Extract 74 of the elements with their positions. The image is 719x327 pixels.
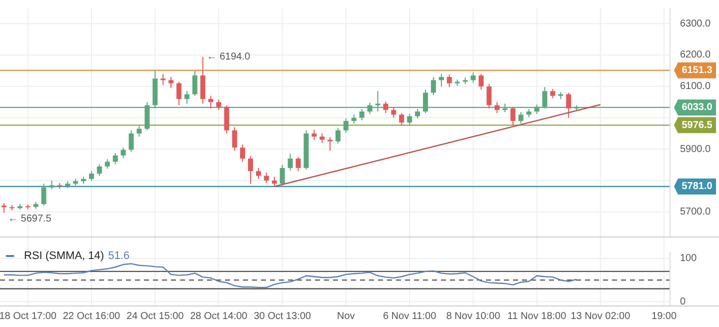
y-tick-label: 5700.0	[680, 206, 712, 218]
x-tick-label: 18 Oct 17:00	[0, 311, 57, 322]
candlestick	[470, 72, 476, 84]
candlestick	[232, 126, 238, 152]
y-tick-label: 6300.0	[680, 18, 712, 30]
x-tick-label: 19:00	[652, 311, 677, 322]
candlestick	[192, 70, 198, 96]
candlestick	[41, 183, 46, 206]
annotation: 51.6	[108, 250, 130, 262]
x-tick-label: 24 Oct 15:00	[126, 311, 184, 322]
line-series	[3, 263, 578, 288]
candlestick	[288, 153, 293, 171]
candlestick	[430, 76, 436, 96]
candlestick	[566, 92, 572, 118]
x-tick-label: 11 Nov 18:00	[507, 311, 567, 322]
candlestick	[224, 104, 230, 134]
candlestick	[486, 83, 492, 109]
candlestick	[120, 147, 126, 158]
y-tick-label: 100	[680, 253, 698, 264]
candlestick	[280, 164, 285, 186]
candlestick	[248, 156, 254, 184]
annotation: ← 5697.5	[8, 213, 52, 224]
legend-label: RSI (SMMA, 14)	[24, 250, 104, 262]
candlestick	[96, 164, 102, 176]
candlestick	[128, 130, 134, 152]
candlestick	[478, 73, 484, 90]
candlestick	[312, 129, 317, 140]
candlestick	[2, 202, 6, 214]
candlestick	[407, 114, 412, 126]
candlestick	[104, 158, 110, 170]
x-tick-label: 28 Oct 14:00	[190, 311, 248, 322]
candlestick	[494, 102, 500, 114]
x-tick-label: 8 Nov 10:00	[446, 311, 501, 322]
candlestick	[240, 144, 246, 162]
candlestick	[112, 152, 118, 165]
candlestick	[184, 90, 190, 104]
x-tick-label: 13 Nov 02:00	[570, 311, 631, 322]
candlestick	[518, 112, 524, 124]
candlestick	[216, 99, 222, 110]
candlestick	[320, 132, 325, 144]
ref-line-label: 5976.5	[682, 120, 713, 131]
y-tick-label: 5900.0	[680, 144, 712, 155]
candlestick	[343, 118, 348, 134]
candlestick	[550, 88, 556, 99]
x-tick-label: 30 Oct 13:00	[254, 311, 312, 322]
candlestick	[399, 112, 404, 126]
x-tick-label: 22 Oct 16:00	[62, 311, 121, 322]
candlestick	[328, 136, 333, 152]
ref-line-label: 6033.0	[682, 102, 713, 114]
y-tick-label: 0	[680, 296, 686, 308]
x-tick-label: 6 Nov 11:00	[382, 311, 437, 322]
ref-line-label: 6151.3	[682, 64, 713, 76]
candlestick	[336, 127, 340, 144]
candlestick	[160, 73, 166, 86]
candlestick	[200, 56, 206, 104]
annotation: ← 6194.0	[206, 52, 251, 63]
candlestick	[438, 73, 444, 87]
candlestick	[88, 170, 94, 182]
candlestick	[256, 167, 261, 180]
candlestick	[272, 176, 277, 187]
candlestick	[296, 156, 301, 172]
candlestick	[510, 106, 516, 126]
x-tick-label: Nov	[337, 311, 355, 322]
candlestick	[264, 172, 269, 184]
candlestick	[446, 74, 452, 88]
candlestick	[176, 81, 182, 106]
y-tick-label: 6100.0	[680, 81, 712, 92]
ref-line-label: 5781.0	[682, 181, 713, 192]
candlestick	[383, 100, 388, 114]
candlestick	[136, 125, 142, 138]
candlestick	[391, 107, 396, 118]
candlestick	[208, 95, 214, 109]
candlestick	[168, 76, 174, 88]
y-tick-label: 6200.0	[680, 50, 712, 61]
